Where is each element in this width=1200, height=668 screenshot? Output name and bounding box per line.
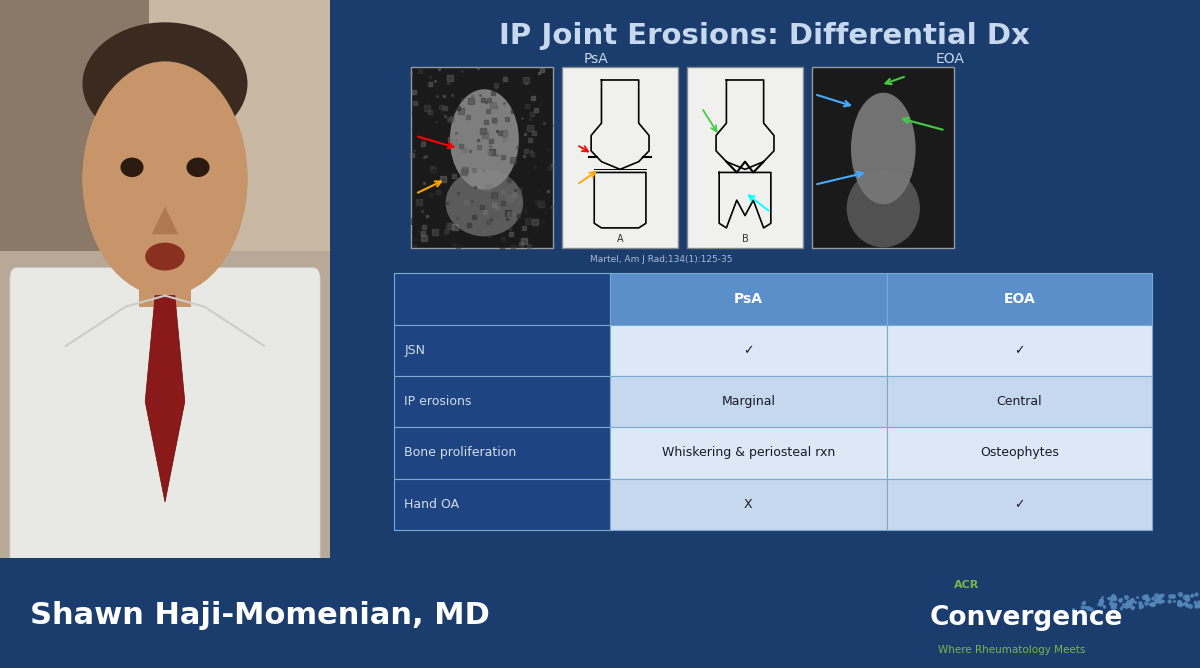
Text: EOA: EOA: [935, 51, 964, 65]
Text: Whiskering & periosteal rxn: Whiskering & periosteal rxn: [661, 446, 835, 460]
Text: Hand OA: Hand OA: [404, 498, 460, 511]
Text: IP erosions: IP erosions: [404, 395, 472, 408]
Text: Where Rheumatology Meets: Where Rheumatology Meets: [938, 645, 1086, 655]
Bar: [811, 67, 954, 248]
Bar: [562, 67, 678, 248]
Polygon shape: [152, 206, 179, 234]
Bar: [887, 478, 1152, 530]
Text: Central: Central: [997, 395, 1043, 408]
Bar: [887, 273, 1152, 325]
Ellipse shape: [145, 242, 185, 271]
Ellipse shape: [847, 169, 920, 247]
Ellipse shape: [83, 22, 247, 145]
Text: A: A: [617, 234, 623, 244]
Text: EOA: EOA: [1003, 292, 1036, 306]
Bar: [887, 376, 1152, 428]
Ellipse shape: [120, 158, 144, 177]
Bar: [149, 0, 330, 251]
Text: B: B: [742, 234, 749, 244]
Text: ✓: ✓: [743, 344, 754, 357]
Text: X: X: [744, 498, 752, 511]
Bar: [394, 273, 610, 325]
Ellipse shape: [186, 158, 210, 177]
Bar: [610, 428, 887, 478]
Text: Marginal: Marginal: [721, 395, 775, 408]
Text: Shawn Haji-Momenian, MD: Shawn Haji-Momenian, MD: [30, 601, 490, 630]
Bar: [412, 67, 553, 248]
Text: ACR: ACR: [954, 580, 979, 591]
Bar: [887, 325, 1152, 376]
Text: Martel, Am J Rad;134(1):125-35: Martel, Am J Rad;134(1):125-35: [589, 255, 732, 264]
Ellipse shape: [83, 61, 247, 296]
FancyBboxPatch shape: [10, 268, 320, 569]
Bar: [887, 428, 1152, 478]
Bar: [394, 428, 610, 478]
Ellipse shape: [445, 170, 523, 236]
Bar: [394, 376, 610, 428]
Bar: [394, 478, 610, 530]
Text: Bone proliferation: Bone proliferation: [404, 446, 516, 460]
Text: Osteophytes: Osteophytes: [980, 446, 1058, 460]
Bar: [394, 325, 610, 376]
Ellipse shape: [83, 61, 247, 296]
Text: ✓: ✓: [1014, 498, 1025, 511]
Bar: [139, 240, 192, 307]
Ellipse shape: [450, 90, 518, 190]
Text: IP Joint Erosions: Differential Dx: IP Joint Erosions: Differential Dx: [499, 22, 1030, 50]
Bar: [610, 478, 887, 530]
Bar: [610, 325, 887, 376]
Ellipse shape: [851, 93, 916, 204]
Text: Convergence: Convergence: [930, 605, 1123, 631]
Text: PsA: PsA: [584, 51, 608, 65]
Bar: [610, 376, 887, 428]
Bar: [0, 0, 149, 251]
Text: ✓: ✓: [1014, 344, 1025, 357]
Text: PsA: PsA: [734, 292, 763, 306]
Text: JSN: JSN: [404, 344, 425, 357]
Polygon shape: [145, 296, 185, 502]
Bar: [610, 273, 887, 325]
Bar: [686, 67, 803, 248]
